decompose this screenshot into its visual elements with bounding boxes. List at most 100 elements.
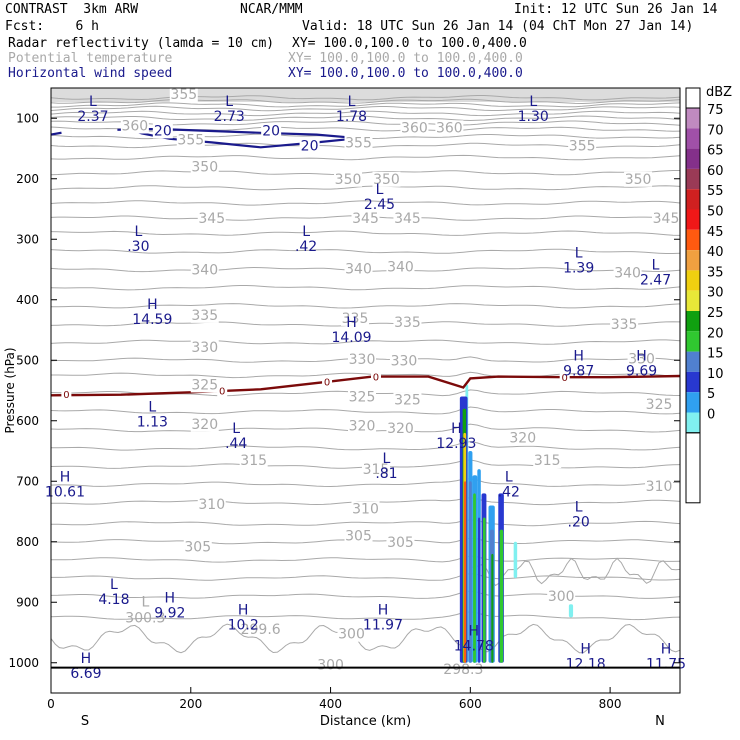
theta-label-bg: [386, 421, 415, 437]
theta-label: 315: [363, 462, 390, 478]
wind-low-marker: L: [148, 400, 156, 416]
theta-label: 345: [394, 211, 421, 227]
theta-label-bg: [393, 392, 422, 408]
zero-label-bg: [61, 388, 72, 401]
theta-line: [50, 478, 681, 488]
field-reflectivity-name: Radar reflectivity (lamda = 10 cm): [8, 36, 275, 51]
theta-line: [50, 185, 681, 191]
colorbar-label: 55: [707, 184, 724, 199]
reflectivity-cell: [482, 517, 486, 663]
wind-low-marker: L: [383, 451, 391, 467]
reflectivity-cell: [468, 481, 472, 663]
wind-extremum-value: .30: [127, 239, 149, 255]
wind-high-marker: H: [636, 348, 647, 364]
theta-label-bg: [334, 171, 363, 187]
theta-line: [50, 623, 681, 654]
wind-low-marker: L: [529, 94, 537, 110]
theta-line: [50, 230, 681, 236]
colorbar-swatch: [686, 148, 700, 169]
theta-label: 350: [191, 160, 218, 176]
wind-extremum-value: 14.78: [454, 639, 494, 655]
theta-label: 310: [646, 479, 673, 495]
y-tick-label: 400: [16, 293, 39, 307]
wind-low-marker: L: [505, 469, 513, 485]
reflectivity-cell: [568, 604, 574, 618]
wind-low-marker: L: [575, 500, 583, 516]
theta-label-bg: [372, 171, 401, 187]
theta-label: 335: [611, 317, 638, 333]
theta-label: 315: [534, 453, 561, 469]
wind-low-marker: L: [89, 94, 97, 110]
wind-extremum-value: 2.45: [364, 197, 395, 213]
colorbar-swatch: [686, 229, 700, 251]
theta-label: 345: [198, 211, 225, 227]
theta-label-bg: [568, 138, 597, 154]
theta-label-bg: [190, 307, 219, 323]
wind-extremum-value: 1.30: [518, 109, 549, 125]
theta-line: [50, 285, 681, 291]
wind-extremum-value: .44: [225, 436, 247, 452]
colorbar-swatch: [686, 412, 700, 433]
reflectivity-field: [459, 384, 574, 663]
wind-extremum-value: 9.87: [563, 363, 594, 379]
colorbar-label: 40: [707, 245, 724, 260]
wind-contour-label: 20: [154, 123, 172, 139]
theta-line: [50, 98, 681, 105]
theta-line: [51, 441, 681, 451]
colorbar-label: 30: [707, 286, 724, 301]
theta-label-bg: [624, 171, 653, 187]
colorbar-cap-top: [685, 87, 701, 109]
field-wind-xy: XY= 100.0,100.0 to 100.0,400.0: [288, 66, 523, 81]
theta-line: [51, 371, 681, 379]
theta-label-bg: [361, 462, 390, 478]
wind-high-marker: H: [451, 421, 462, 437]
contour-labels: 360 360 360 355 355 355 355 350 350 350 350 345 345 3…: [45, 87, 686, 682]
theta-label-bg: [348, 418, 377, 434]
colorbar-cap-bottom: [685, 432, 701, 504]
colorbar-swatch: [686, 290, 700, 311]
theta-label-bg: [344, 135, 373, 151]
theta-label: 330: [391, 353, 418, 369]
y-tick-label: 1000: [8, 656, 39, 670]
wind-extremum-value: 6.69: [70, 666, 101, 682]
reflectivity-cell: [464, 481, 467, 663]
theta-label-bg: [610, 316, 639, 332]
theta-extremum-value: 298.3: [443, 662, 483, 678]
forecast-hour: Fcst: 6 h: [5, 19, 99, 34]
wind-extremum-value: 12.18: [566, 657, 606, 673]
top-shading: [51, 88, 680, 102]
wind-extremum-value: 2.47: [640, 273, 671, 289]
colorbar-label: 45: [707, 225, 724, 240]
field-theta-name: Potential temperature: [8, 51, 173, 66]
theta-label-bg: [393, 211, 422, 227]
theta-label-bg: [190, 262, 219, 278]
theta-line: [470, 557, 681, 587]
wind-extremum-value: .20: [568, 515, 590, 531]
theta-label-bg: [351, 211, 380, 227]
theta-label: 325: [646, 397, 673, 413]
wind-high-marker: H: [661, 642, 672, 658]
wind-extremum-value: .42: [498, 484, 520, 500]
theta-label: 305: [345, 529, 372, 545]
wind-extremum-value: 1.78: [336, 109, 367, 125]
theta-label: 345: [352, 211, 379, 227]
theta-line: [50, 105, 681, 112]
field-reflectivity-xy: XY= 100.0,100.0 to 100.0,400.0: [292, 36, 527, 51]
wind-extremum-value: .42: [295, 239, 317, 255]
colorbar-frame: [685, 107, 701, 434]
theta-label: 305: [387, 535, 414, 551]
wind-extremum-value: 11.75: [646, 657, 686, 673]
theta-label-bg: [341, 310, 370, 326]
theta-label-bg: [169, 87, 198, 103]
y-tick-label: 500: [16, 353, 39, 367]
wind-high-marker: H: [378, 602, 389, 618]
plot-background: [51, 88, 680, 102]
theta-line: [50, 200, 681, 206]
field-wind-name: Horizontal wind speed: [8, 66, 173, 81]
theta-label-bg: [348, 352, 377, 368]
theta-label: 330: [349, 352, 376, 368]
colorbar-label: 70: [707, 123, 724, 138]
theta-label-bg: [645, 396, 674, 412]
